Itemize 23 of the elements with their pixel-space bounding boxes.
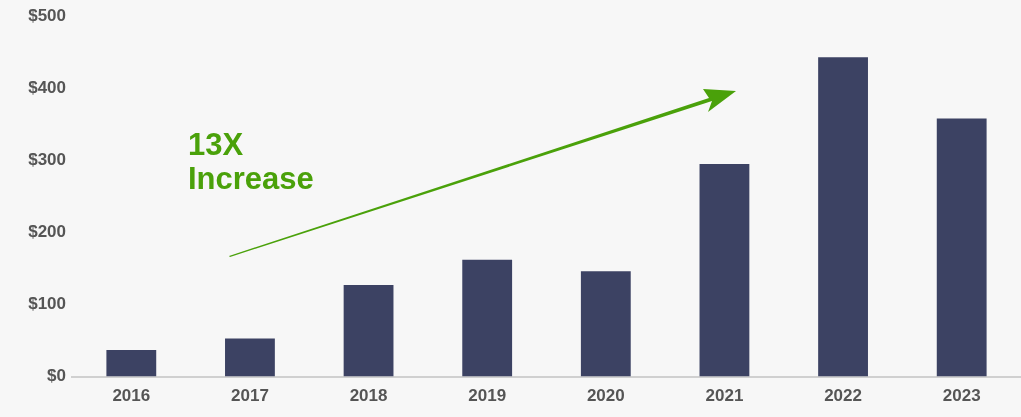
bar [343, 285, 394, 377]
x-tick-label: 2016 [112, 386, 151, 406]
annotation: 13X Increase [188, 127, 315, 196]
bar [699, 163, 750, 377]
x-tick-label: 2021 [705, 386, 744, 406]
y-tick-label: $100 [28, 294, 66, 314]
bar [106, 349, 157, 377]
bar [462, 259, 513, 377]
y-tick-label: $0 [47, 366, 66, 386]
x-tick-label: 2023 [942, 386, 981, 406]
y-tick-label: $300 [28, 150, 66, 170]
x-tick-label: 2019 [468, 386, 507, 406]
bar [936, 118, 987, 377]
y-tick-label: $200 [28, 222, 66, 242]
bar [818, 57, 868, 377]
x-tick-label: 2020 [586, 386, 625, 406]
bar [225, 338, 275, 377]
x-tick-label: 2018 [349, 386, 388, 406]
y-tick-label: $500 [28, 5, 66, 25]
y-tick-label: $400 [28, 77, 66, 97]
x-tick-label: 2017 [231, 386, 269, 406]
x-tick-label: 2022 [824, 386, 862, 406]
bar [580, 271, 631, 377]
